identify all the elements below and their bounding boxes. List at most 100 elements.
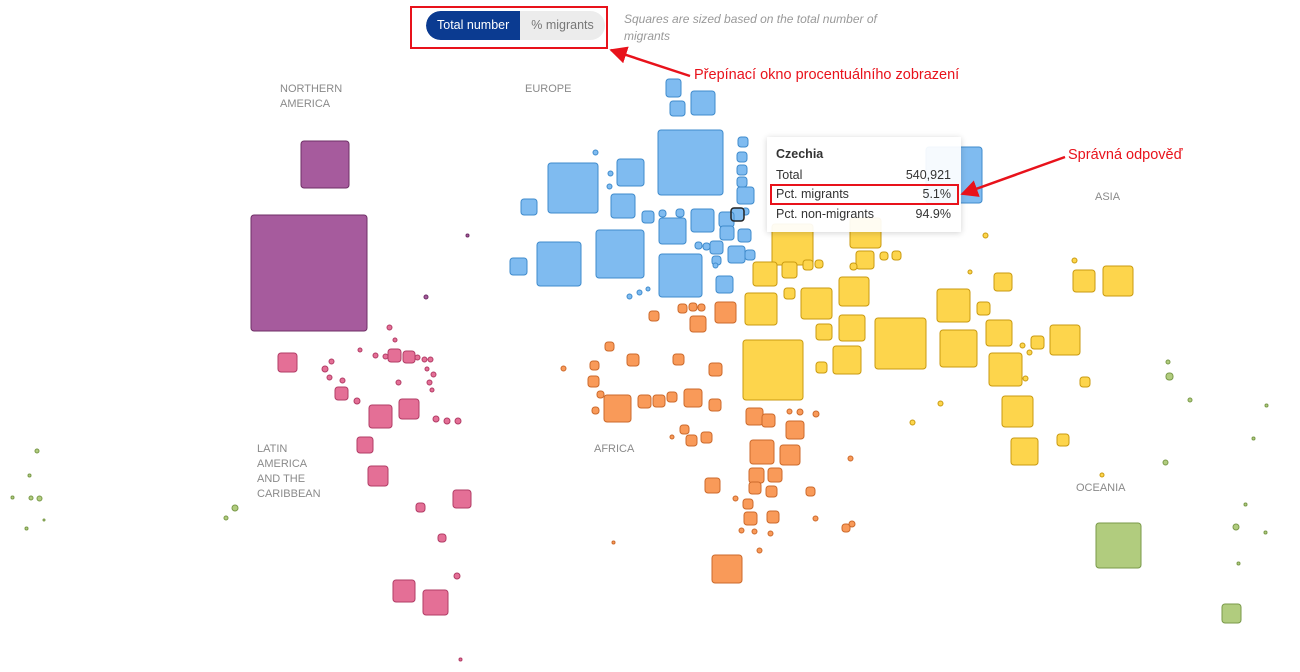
country-square-oceania[interactable] bbox=[1236, 561, 1241, 566]
country-square-latin-america[interactable] bbox=[321, 365, 329, 373]
country-square-europe[interactable] bbox=[690, 90, 716, 116]
country-square-latin-america[interactable] bbox=[402, 350, 416, 364]
country-square-africa[interactable] bbox=[666, 391, 678, 403]
country-square-asia[interactable] bbox=[1099, 472, 1105, 478]
country-square-asia[interactable] bbox=[855, 250, 875, 270]
country-square-africa[interactable] bbox=[711, 554, 743, 584]
country-square-africa[interactable] bbox=[560, 365, 567, 372]
country-square-asia[interactable] bbox=[802, 259, 814, 271]
country-square-europe[interactable] bbox=[657, 129, 724, 196]
country-square-africa[interactable] bbox=[751, 528, 758, 535]
country-square-europe[interactable] bbox=[607, 170, 614, 177]
country-square-africa[interactable] bbox=[689, 315, 707, 333]
country-square-latin-america[interactable] bbox=[386, 324, 393, 331]
country-square-latin-america[interactable] bbox=[427, 356, 434, 363]
country-square-asia[interactable] bbox=[752, 261, 778, 287]
country-square-latin-america[interactable] bbox=[326, 374, 333, 381]
country-square-europe[interactable] bbox=[592, 149, 599, 156]
country-square-asia[interactable] bbox=[993, 272, 1013, 292]
country-square-europe[interactable] bbox=[606, 183, 613, 190]
total-number-option[interactable]: Total number bbox=[426, 11, 521, 40]
country-square-oceania[interactable] bbox=[1243, 502, 1248, 507]
country-square-africa[interactable] bbox=[669, 434, 675, 440]
country-square-asia[interactable] bbox=[814, 259, 824, 269]
country-square-europe[interactable] bbox=[744, 249, 756, 261]
country-square-europe[interactable] bbox=[719, 225, 735, 241]
country-square-africa[interactable] bbox=[652, 394, 666, 408]
country-square-oceania[interactable] bbox=[1263, 530, 1268, 535]
country-square-europe[interactable] bbox=[509, 257, 528, 276]
country-square-latin-america[interactable] bbox=[458, 657, 463, 662]
country-square-europe[interactable] bbox=[610, 193, 636, 219]
country-square-africa[interactable] bbox=[841, 523, 851, 533]
country-square-asia[interactable] bbox=[838, 314, 866, 342]
country-square-asia[interactable] bbox=[838, 276, 870, 307]
country-square-oceania[interactable] bbox=[1162, 459, 1169, 466]
country-square-asia[interactable] bbox=[939, 329, 978, 368]
country-square-oceania[interactable] bbox=[223, 515, 229, 521]
country-square-europe[interactable] bbox=[727, 245, 746, 264]
country-square-latin-america[interactable] bbox=[277, 352, 298, 373]
country-square-latin-america[interactable] bbox=[357, 347, 363, 353]
country-square-asia[interactable] bbox=[1030, 335, 1045, 350]
country-square-europe[interactable] bbox=[658, 253, 703, 298]
country-square-europe[interactable] bbox=[626, 293, 633, 300]
country-square-latin-america[interactable] bbox=[437, 533, 447, 543]
country-square-latin-america[interactable] bbox=[356, 436, 374, 454]
country-square-europe[interactable] bbox=[616, 158, 645, 187]
country-square-africa[interactable] bbox=[626, 353, 640, 367]
country-square-latin-america[interactable] bbox=[398, 398, 420, 420]
country-square-africa[interactable] bbox=[648, 310, 660, 322]
country-square-oceania[interactable] bbox=[42, 518, 46, 522]
country-square-latin-america[interactable] bbox=[367, 465, 389, 487]
country-square-africa[interactable] bbox=[779, 444, 801, 466]
country-square-oceania[interactable] bbox=[24, 526, 29, 531]
country-square-asia[interactable] bbox=[849, 262, 858, 271]
country-square-europe[interactable] bbox=[736, 151, 748, 163]
country-square-asia[interactable] bbox=[982, 232, 989, 239]
country-square-latin-america[interactable] bbox=[453, 572, 461, 580]
country-square-africa[interactable] bbox=[738, 527, 745, 534]
country-square-latin-america[interactable] bbox=[368, 404, 393, 429]
country-square-latin-america[interactable] bbox=[429, 387, 435, 393]
country-square-africa[interactable] bbox=[704, 477, 721, 494]
country-square-europe[interactable] bbox=[641, 210, 655, 224]
country-square-oceania[interactable] bbox=[36, 495, 43, 502]
country-square-oceania[interactable] bbox=[1165, 372, 1174, 381]
country-square-africa[interactable] bbox=[683, 388, 703, 408]
country-square-africa[interactable] bbox=[672, 353, 685, 366]
country-square-europe[interactable] bbox=[694, 241, 703, 250]
country-square-latin-america[interactable] bbox=[421, 356, 428, 363]
country-square-asia[interactable] bbox=[976, 301, 991, 316]
country-square-latin-america[interactable] bbox=[430, 371, 437, 378]
country-square-africa[interactable] bbox=[637, 394, 652, 409]
country-square-oceania[interactable] bbox=[10, 495, 15, 500]
country-square-africa[interactable] bbox=[749, 439, 775, 465]
country-square-africa[interactable] bbox=[708, 362, 723, 377]
country-square-europe[interactable] bbox=[547, 162, 599, 214]
country-square-asia[interactable] bbox=[815, 361, 828, 374]
country-square-asia[interactable] bbox=[1001, 395, 1034, 428]
country-square-europe[interactable] bbox=[736, 164, 748, 176]
country-square-latin-america[interactable] bbox=[328, 358, 335, 365]
country-square-africa[interactable] bbox=[591, 406, 600, 415]
country-square-africa[interactable] bbox=[765, 485, 778, 498]
country-square-africa[interactable] bbox=[786, 408, 793, 415]
country-square-asia[interactable] bbox=[832, 345, 862, 375]
country-square-northern-america[interactable] bbox=[250, 214, 368, 332]
country-square-africa[interactable] bbox=[685, 434, 698, 447]
country-square-latin-america[interactable] bbox=[334, 386, 349, 401]
country-square-asia[interactable] bbox=[1022, 375, 1029, 382]
country-square-africa[interactable] bbox=[611, 540, 616, 545]
country-square-africa[interactable] bbox=[596, 390, 605, 399]
country-square-africa[interactable] bbox=[767, 530, 774, 537]
country-square-latin-america[interactable] bbox=[452, 489, 472, 509]
country-square-asia[interactable] bbox=[1079, 376, 1091, 388]
country-square-europe[interactable] bbox=[737, 136, 749, 148]
country-square-africa[interactable] bbox=[688, 302, 698, 312]
country-square-africa[interactable] bbox=[848, 520, 856, 528]
country-square-africa[interactable] bbox=[756, 547, 763, 554]
country-square-africa[interactable] bbox=[748, 467, 765, 484]
country-square-africa[interactable] bbox=[812, 410, 820, 418]
country-square-oceania[interactable] bbox=[27, 473, 32, 478]
